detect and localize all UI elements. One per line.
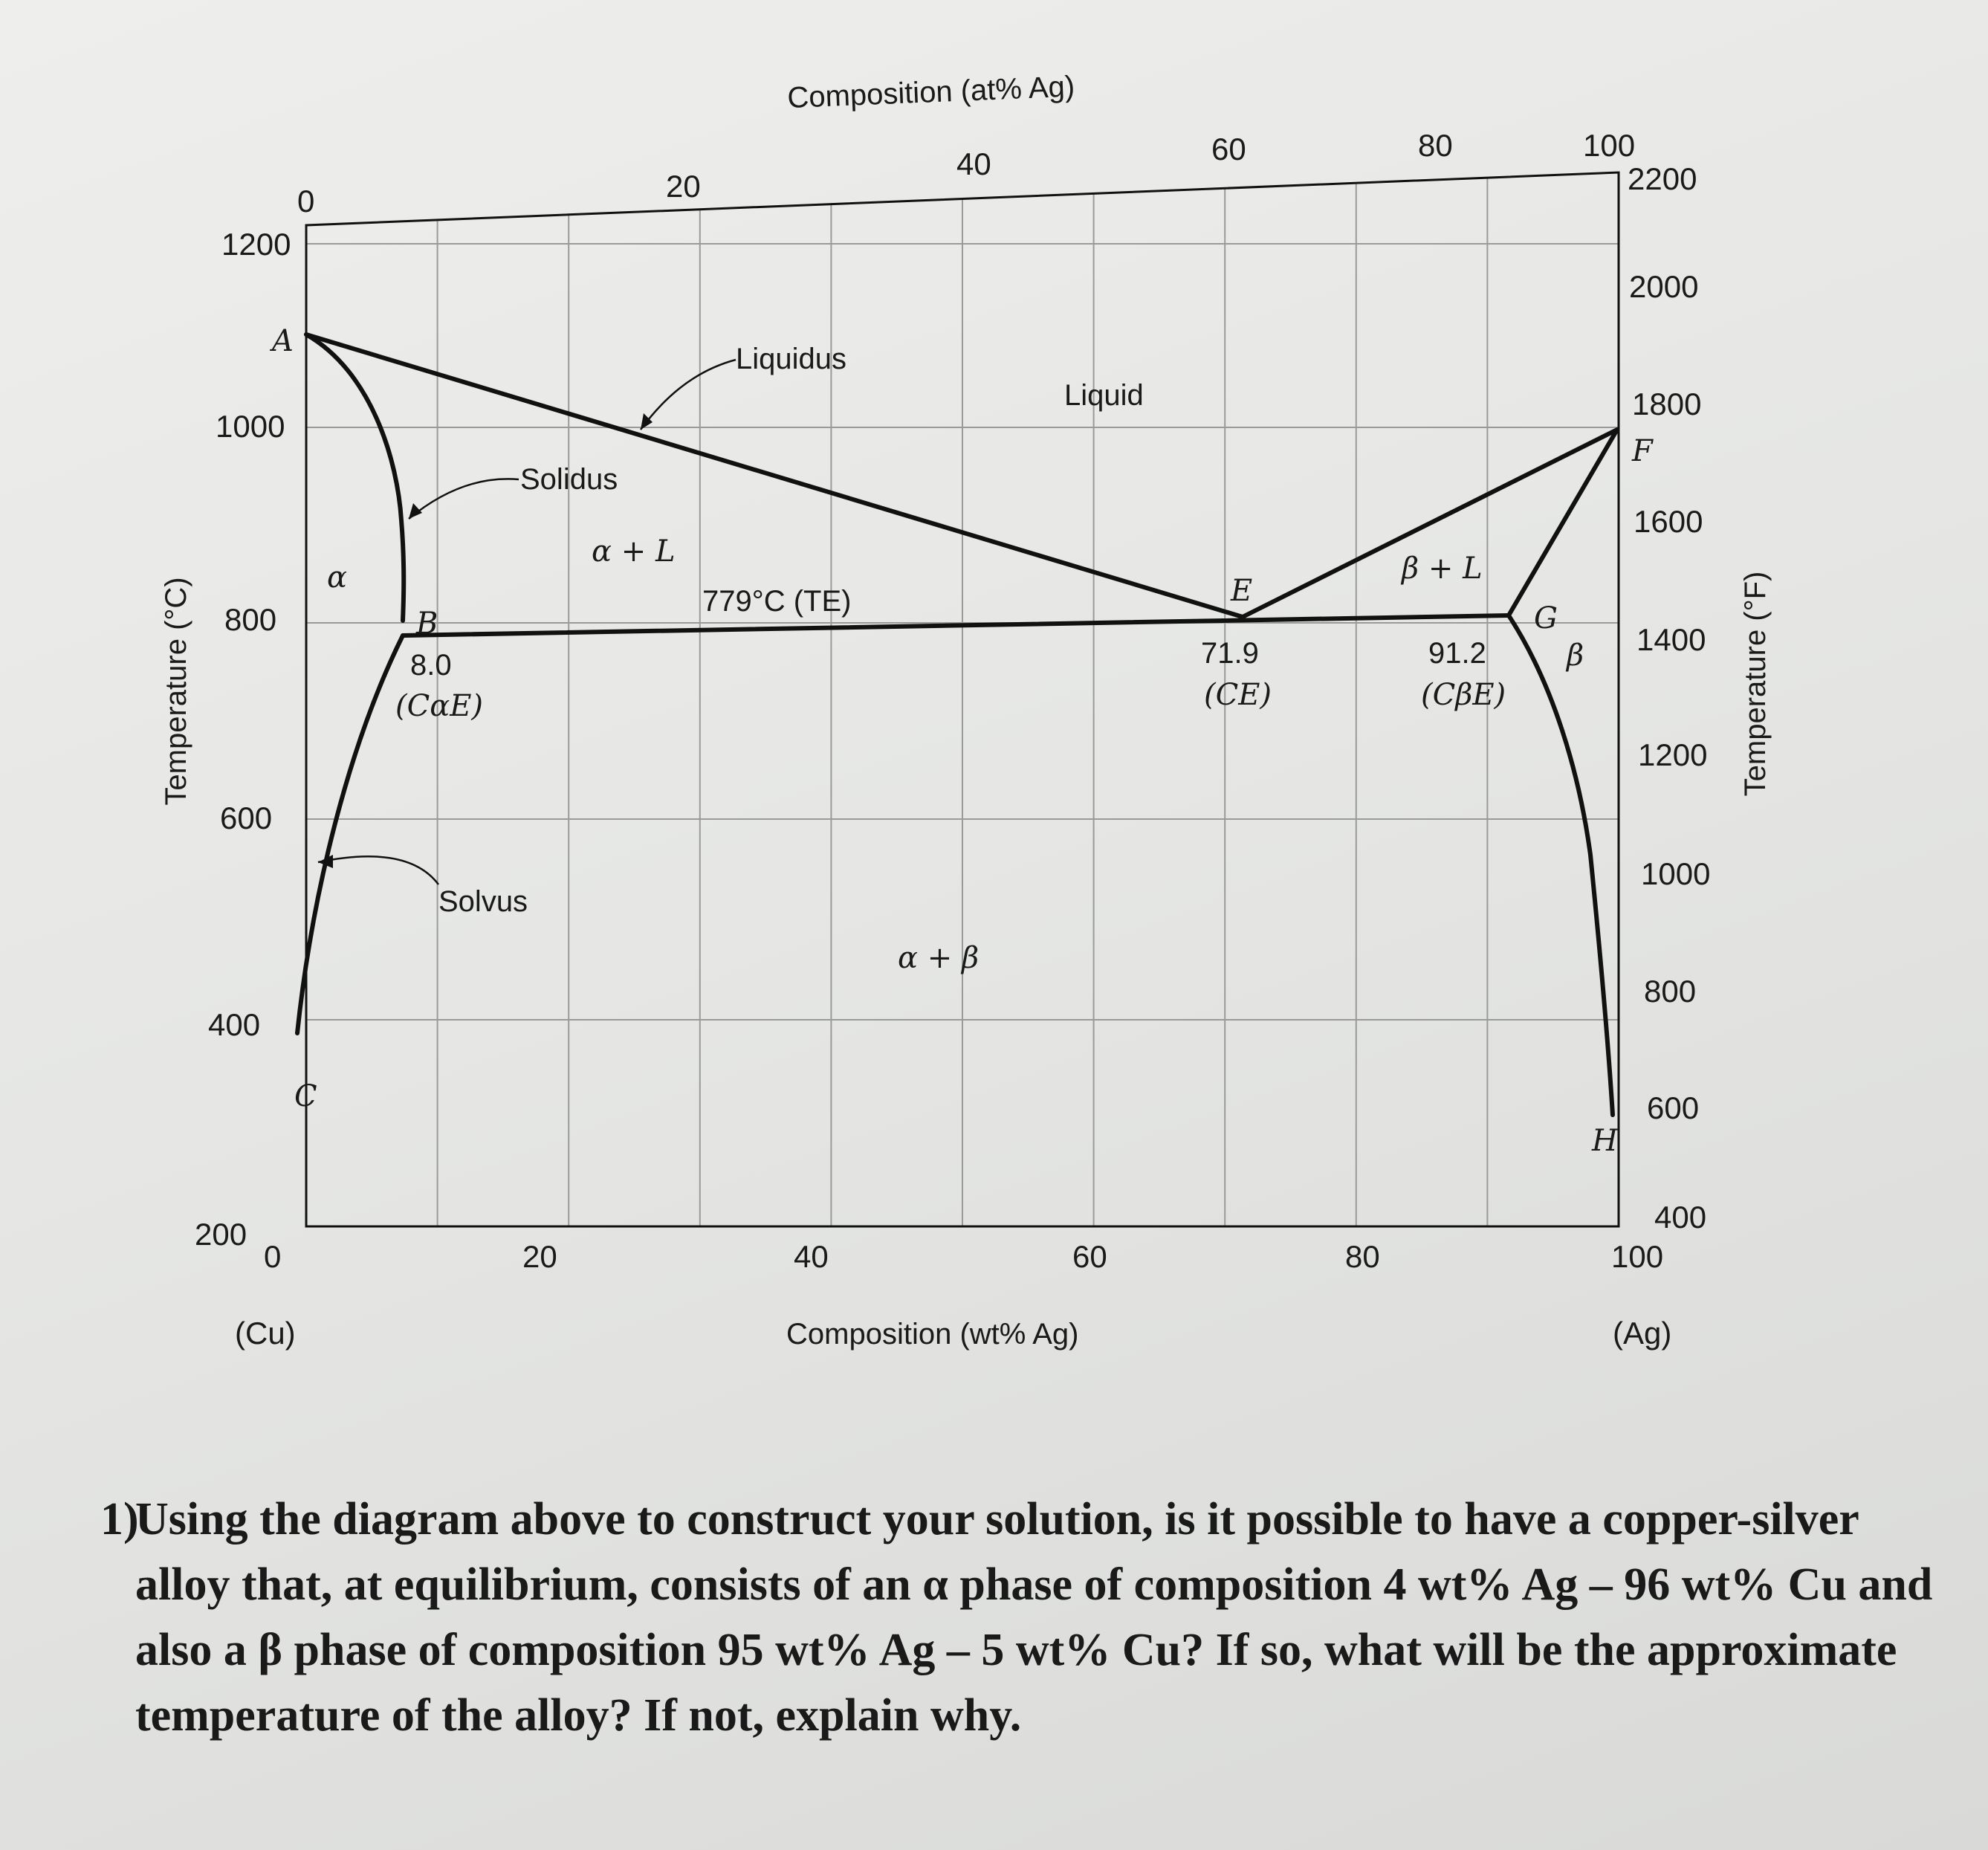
point-g: G bbox=[1534, 601, 1558, 635]
right-tick-1200: 1200 bbox=[1638, 737, 1707, 772]
left-axis-title: Temperature (°C) bbox=[160, 577, 192, 805]
region-beta-l: β + L bbox=[1400, 552, 1483, 586]
solidus-line-beta bbox=[1506, 427, 1619, 618]
question-text: Using the diagram above to construct you… bbox=[135, 1494, 1933, 1741]
bottom-tick-20: 20 bbox=[522, 1239, 557, 1274]
solvus-label: Solvus bbox=[438, 885, 528, 918]
top-axis-title: Composition (at% Ag) bbox=[787, 71, 1075, 114]
eutectic-isotherm bbox=[401, 613, 1511, 638]
liquidus-arrowhead bbox=[641, 413, 653, 430]
liquidus-line-right bbox=[1240, 427, 1619, 619]
c-beta-value: 91.2 bbox=[1428, 637, 1486, 670]
point-c: C bbox=[294, 1079, 317, 1113]
left-tick-800: 800 bbox=[224, 602, 276, 637]
solvus-arrowhead bbox=[318, 855, 333, 868]
top-tick-80: 80 bbox=[1418, 128, 1453, 163]
solidus-line-alpha bbox=[304, 332, 407, 623]
liquidus-line-left bbox=[304, 332, 1245, 619]
bottom-tick-0: 0 bbox=[264, 1239, 281, 1274]
question-number: 1) bbox=[100, 1494, 139, 1545]
top-tick-20: 20 bbox=[666, 169, 701, 204]
bottom-tick-100: 100 bbox=[1611, 1239, 1663, 1274]
solidus-label: Solidus bbox=[520, 463, 618, 496]
region-alpha-l: α + L bbox=[592, 534, 676, 569]
grid bbox=[306, 178, 1619, 1226]
cu-end-label: (Cu) bbox=[235, 1316, 296, 1351]
region-beta: β bbox=[1565, 638, 1584, 673]
solvus-line-beta bbox=[1506, 613, 1615, 1117]
right-tick-1600: 1600 bbox=[1634, 504, 1703, 539]
plot-frame bbox=[305, 171, 1620, 1228]
point-b: B bbox=[415, 607, 438, 641]
bottom-tick-40: 40 bbox=[794, 1239, 829, 1274]
c-alpha-value: 8.0 bbox=[410, 649, 452, 682]
top-tick-100: 100 bbox=[1583, 128, 1635, 163]
bottom-axis-title: Composition (wt% Ag) bbox=[786, 1318, 1078, 1351]
question-block: 1) Using the diagram above to construct … bbox=[100, 1487, 1955, 1748]
point-h: H bbox=[1591, 1124, 1619, 1158]
left-tick-1200: 1200 bbox=[221, 227, 291, 262]
ag-end-label: (Ag) bbox=[1613, 1316, 1671, 1351]
phase-diagram: Composition (at% Ag) Composition (wt% Ag… bbox=[160, 71, 1772, 1351]
liquidus-arrow bbox=[639, 358, 736, 430]
point-e: E bbox=[1230, 574, 1252, 608]
right-axis-title: Temperature (°F) bbox=[1739, 572, 1772, 797]
top-tick-40: 40 bbox=[956, 146, 991, 181]
solidus-arrowhead bbox=[409, 503, 422, 519]
point-f: F bbox=[1631, 434, 1654, 468]
bottom-tick-60: 60 bbox=[1072, 1239, 1107, 1274]
solidus-arrow bbox=[408, 478, 519, 520]
right-tick-2200: 2200 bbox=[1628, 161, 1697, 196]
region-liquid: Liquid bbox=[1064, 379, 1144, 412]
left-tick-600: 600 bbox=[220, 801, 272, 835]
c-e-label: (CE) bbox=[1204, 678, 1272, 712]
eutectic-temp-label: 779°C (TE) bbox=[702, 585, 852, 618]
right-tick-800: 800 bbox=[1644, 974, 1696, 1009]
top-tick-0: 0 bbox=[297, 184, 314, 219]
left-tick-200: 200 bbox=[195, 1217, 247, 1252]
liquidus-label: Liquidus bbox=[736, 343, 846, 375]
c-e-value: 71.9 bbox=[1201, 637, 1259, 670]
top-tick-60: 60 bbox=[1211, 132, 1246, 166]
right-tick-1000: 1000 bbox=[1641, 856, 1710, 891]
c-beta-label: (CβE) bbox=[1421, 678, 1506, 712]
right-tick-1400: 1400 bbox=[1636, 622, 1706, 657]
left-tick-1000: 1000 bbox=[216, 409, 285, 444]
right-tick-2000: 2000 bbox=[1629, 269, 1698, 304]
right-tick-400: 400 bbox=[1654, 1200, 1706, 1235]
solvus-arrow bbox=[317, 856, 439, 885]
point-a: A bbox=[269, 324, 294, 358]
region-alpha-beta: α + β bbox=[898, 941, 979, 975]
region-alpha: α bbox=[327, 560, 347, 595]
bottom-tick-80: 80 bbox=[1345, 1239, 1380, 1274]
c-alpha-label: (CαE) bbox=[395, 689, 483, 723]
right-tick-1800: 1800 bbox=[1632, 387, 1701, 421]
right-tick-600: 600 bbox=[1647, 1090, 1699, 1125]
left-tick-400: 400 bbox=[208, 1007, 260, 1042]
solvus-line-alpha bbox=[295, 633, 405, 1035]
